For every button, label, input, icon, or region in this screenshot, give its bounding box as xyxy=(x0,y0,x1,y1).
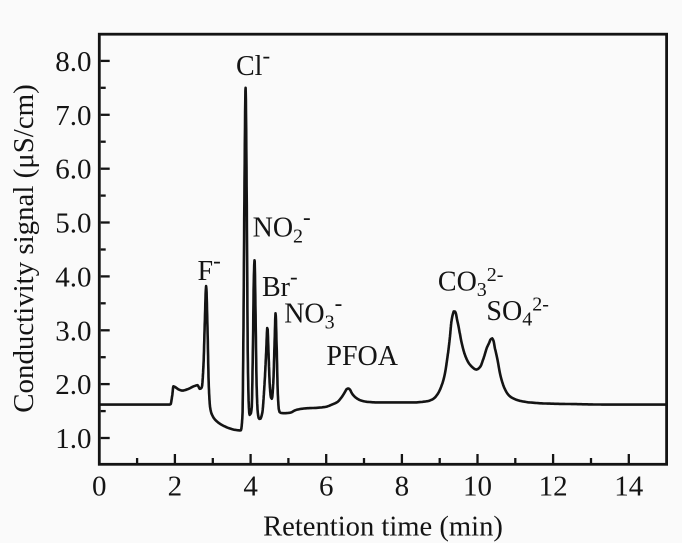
svg-text:PFOA: PFOA xyxy=(326,341,398,372)
svg-text:6.0: 6.0 xyxy=(55,154,91,186)
svg-text:2.0: 2.0 xyxy=(55,369,91,401)
svg-text:Conductivity signal (μS/cm): Conductivity signal (μS/cm) xyxy=(8,84,40,412)
svg-text:3.0: 3.0 xyxy=(55,315,91,347)
svg-text:14: 14 xyxy=(614,471,644,503)
svg-text:4.0: 4.0 xyxy=(55,261,91,293)
svg-text:6: 6 xyxy=(319,471,334,503)
svg-text:0: 0 xyxy=(92,471,107,503)
svg-text:4: 4 xyxy=(243,471,258,503)
svg-text:7.0: 7.0 xyxy=(55,100,91,132)
svg-text:1.0: 1.0 xyxy=(55,423,91,455)
svg-text:5.0: 5.0 xyxy=(55,208,91,240)
svg-text:Retention time (min): Retention time (min) xyxy=(263,512,503,543)
svg-text:2: 2 xyxy=(168,471,183,503)
svg-text:12: 12 xyxy=(539,471,568,503)
svg-text:8.0: 8.0 xyxy=(55,46,91,78)
svg-text:8: 8 xyxy=(395,471,410,503)
svg-text:10: 10 xyxy=(463,471,492,503)
